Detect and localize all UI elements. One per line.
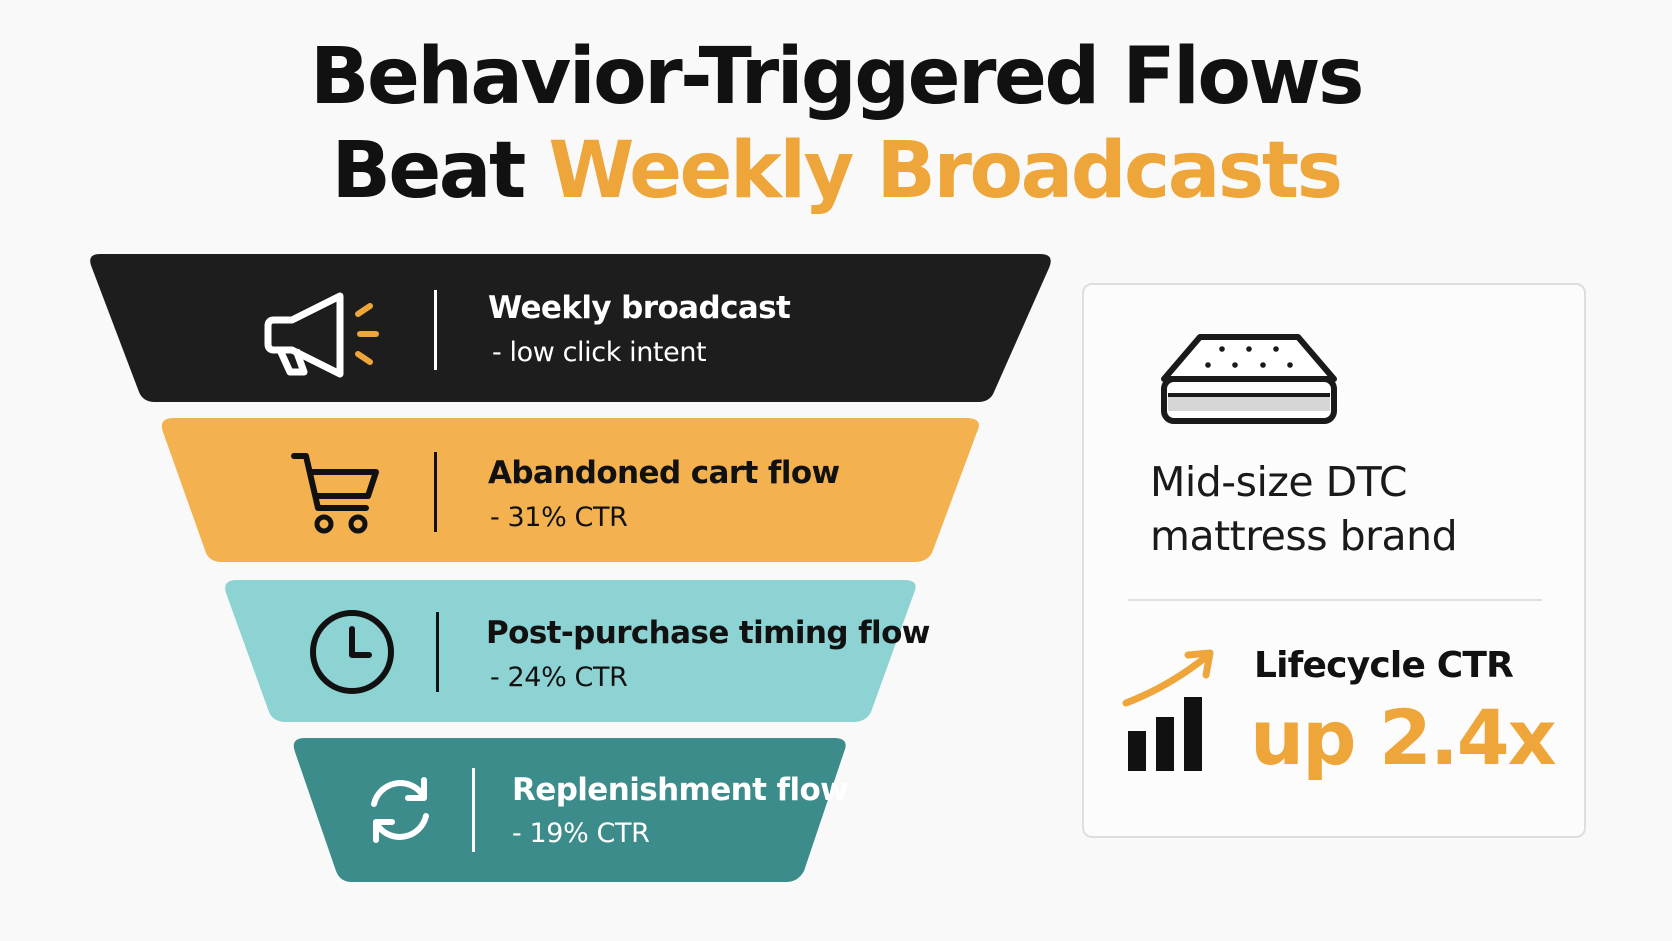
tier-divider bbox=[434, 452, 437, 532]
brand-description: Mid-size DTC mattress brand bbox=[1150, 455, 1458, 563]
title-plain-text: Beat bbox=[331, 126, 549, 216]
results-card: Mid-size DTC mattress brand Lifecycle CT… bbox=[1082, 283, 1586, 838]
tier-divider bbox=[472, 768, 475, 852]
kpi-value: up 2.4x bbox=[1250, 693, 1557, 782]
tier-label: Abandoned cart flow bbox=[488, 455, 840, 491]
brand-line-1: Mid-size DTC bbox=[1150, 458, 1407, 506]
funnel-tier-4-shape bbox=[293, 738, 846, 882]
brand-line-2: mattress brand bbox=[1150, 512, 1458, 560]
tier-label: Replenishment flow bbox=[512, 772, 849, 808]
title-accent-text: Weekly Broadcasts bbox=[548, 126, 1343, 216]
tier-label: Weekly broadcast bbox=[488, 290, 791, 326]
title-line-1: Behavior-Triggered Flows bbox=[310, 32, 1364, 122]
card-divider bbox=[1128, 599, 1542, 601]
title-line-2: Beat Weekly Broadcasts bbox=[0, 124, 1672, 218]
kpi-label: Lifecycle CTR bbox=[1254, 645, 1514, 686]
mattress-icon bbox=[1156, 329, 1342, 435]
tier-sub: - 19% CTR bbox=[512, 818, 650, 849]
tier-divider bbox=[434, 290, 437, 370]
tier-sub: - 24% CTR bbox=[490, 662, 628, 693]
tier-sub: - low click intent bbox=[492, 337, 707, 368]
funnel-tier-1-shape bbox=[90, 254, 1051, 402]
growth-chart-icon bbox=[1122, 647, 1222, 781]
tier-divider bbox=[436, 612, 439, 692]
page-title: Behavior-Triggered Flows Beat Weekly Bro… bbox=[0, 30, 1672, 218]
funnel-tier-3-shape bbox=[225, 580, 916, 722]
tier-sub: - 31% CTR bbox=[490, 502, 628, 533]
tier-label: Post-purchase timing flow bbox=[486, 615, 930, 651]
